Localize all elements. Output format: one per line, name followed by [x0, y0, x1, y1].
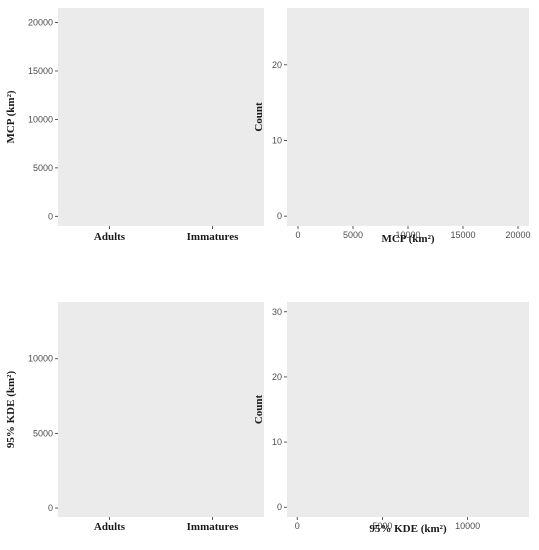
y-tick-label: 20	[272, 372, 282, 382]
x-tick-label: 20000	[505, 230, 530, 240]
x-tick-label: 0	[295, 230, 300, 240]
x-axis-title: MCP (km²)	[381, 233, 434, 245]
y-tick-label: 20	[272, 60, 282, 70]
x-tick-label: 5000	[343, 230, 363, 240]
y-tick-label: 0	[48, 503, 53, 513]
box_mcp-panel	[58, 8, 264, 226]
x-tick-label: 15000	[450, 230, 475, 240]
x-tick-label: 0	[295, 521, 300, 531]
category-label: Adults	[94, 521, 126, 533]
category-label: Adults	[94, 231, 126, 243]
y-axis-title: 95% KDE (km²)	[5, 371, 17, 449]
category-label: Immatures	[187, 521, 239, 533]
category-label: Immatures	[187, 231, 239, 243]
y-tick-label: 10000	[28, 354, 53, 364]
hist_kde-panel	[287, 302, 529, 517]
x-tick-label: 10000	[455, 521, 480, 531]
y-tick-label: 10	[272, 135, 282, 145]
y-tick-label: 15000	[28, 66, 53, 76]
y-tick-label: 10000	[28, 114, 53, 124]
y-tick-label: 0	[48, 211, 53, 221]
y-tick-label: 0	[277, 502, 282, 512]
y-axis-title: MCP (km²)	[5, 90, 17, 143]
y-tick-label: 10	[272, 437, 282, 447]
x-axis-title: 95% KDE (km²)	[369, 523, 447, 535]
y-tick-label: 5000	[33, 428, 53, 438]
y-axis-title: Count	[253, 102, 265, 132]
y-tick-label: 20000	[28, 18, 53, 28]
y-tick-label: 5000	[33, 163, 53, 173]
hist_mcp-panel	[287, 8, 529, 226]
y-axis-title: Count	[253, 394, 265, 424]
y-tick-label: 0	[277, 211, 282, 221]
y-tick-label: 30	[272, 307, 282, 317]
box_kde-panel	[58, 302, 264, 517]
